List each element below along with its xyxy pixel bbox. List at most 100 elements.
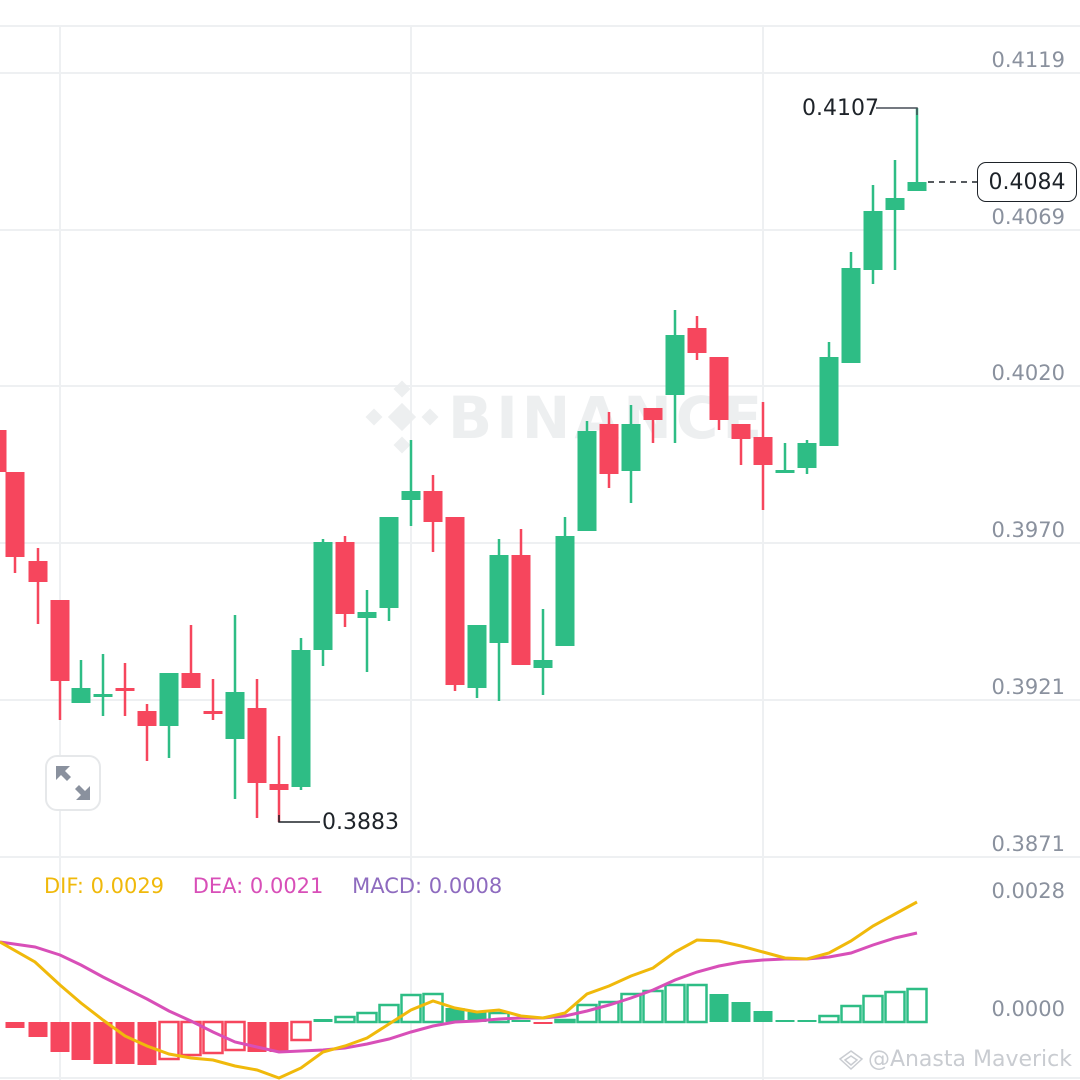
candle: [753, 402, 773, 510]
candle: [28, 548, 48, 624]
macd-bar: [884, 990, 906, 1024]
macd-bar: [467, 1012, 487, 1022]
candle: [621, 405, 641, 503]
author-watermark: @Anasta Maverick: [838, 1047, 1072, 1072]
macd-bar: [775, 1020, 795, 1022]
macd-bar: [753, 1011, 773, 1022]
macd-bar: [93, 1022, 113, 1064]
macd-tick: 0.0000: [992, 997, 1065, 1021]
candle: [577, 421, 597, 531]
macd-bar: [731, 1002, 751, 1022]
macd-bar: [906, 987, 928, 1024]
candle: [709, 357, 729, 430]
binance-logo-icon: [838, 1049, 864, 1070]
macd-bar: [862, 994, 884, 1024]
current-price-tag[interactable]: 0.4084: [977, 162, 1077, 202]
candle: [137, 704, 157, 761]
candle: [0, 430, 7, 472]
macd-bar: [533, 1022, 553, 1024]
macd-bar: [422, 992, 444, 1024]
macd-bar: [50, 1022, 70, 1052]
macd-tick: 0.0028: [992, 879, 1065, 903]
candle: [159, 673, 179, 758]
candle: [885, 160, 905, 270]
candle: [291, 638, 311, 790]
macd-bar: [5, 1022, 25, 1028]
candle: [907, 108, 927, 191]
high-price-label: 0.4107: [802, 96, 879, 121]
price-tick: 0.4119: [992, 48, 1065, 72]
macd-bar: [158, 1020, 180, 1061]
candle: [731, 424, 751, 465]
candle: [357, 590, 377, 672]
price-tick: 0.4069: [992, 205, 1065, 229]
low-price-label: 0.3883: [322, 810, 399, 835]
macd-bar: [202, 1020, 224, 1055]
macd-bar: [664, 983, 686, 1024]
expand-arrows-icon: [56, 766, 90, 800]
candle: [379, 517, 399, 621]
candle: [841, 252, 861, 363]
price-tick: 0.3921: [992, 675, 1065, 699]
macd-bar: [71, 1022, 91, 1060]
candle: [643, 408, 663, 443]
macd-bar: [818, 1014, 840, 1024]
low-marker: [278, 815, 320, 823]
candle: [599, 412, 619, 488]
macd-bar: [686, 983, 708, 1024]
candle: [203, 679, 223, 720]
macd-bar: [290, 1020, 312, 1042]
macd-axis: 0.0028 0.0000: [992, 879, 1065, 1021]
author-handle: @Anasta Maverick: [867, 1047, 1072, 1072]
macd-bar: [115, 1022, 135, 1064]
binance-watermark: BINANCE: [365, 380, 762, 454]
dif-value: DIF: 0.0029: [44, 874, 165, 898]
candle: [335, 536, 355, 627]
macd-legend: DIF: 0.0029 DEA: 0.0021 MACD: 0.0008: [44, 874, 524, 898]
candle: [467, 625, 487, 698]
candle: [555, 517, 575, 646]
candle: [775, 443, 795, 473]
macd-bar: [797, 1020, 817, 1022]
current-price-value: 0.4084: [988, 169, 1066, 195]
candle: [225, 615, 245, 799]
candle: [247, 679, 267, 818]
candles: [0, 108, 927, 822]
high-marker: [876, 107, 918, 115]
dea-value: DEA: 0.0021: [192, 874, 324, 898]
candle: [423, 475, 443, 552]
macd-bar: [709, 994, 729, 1022]
macd-bar: [554, 1018, 576, 1024]
macd-bar: [445, 1008, 465, 1022]
candle: [489, 539, 509, 701]
macd-bar: [137, 1022, 157, 1065]
candle: [511, 529, 531, 665]
macd-bar: [642, 989, 664, 1024]
candle: [115, 663, 135, 716]
candle: [665, 310, 685, 443]
expand-chart-button[interactable]: [45, 755, 101, 811]
candle: [797, 440, 817, 474]
candle: [93, 654, 113, 716]
macd-bar: [313, 1019, 333, 1022]
candle: [533, 609, 553, 695]
candle: [313, 539, 333, 666]
macd-bar: [378, 1003, 400, 1024]
candle: [269, 736, 289, 822]
dif-line: [0, 900, 918, 1080]
price-tick: 0.3871: [992, 832, 1065, 856]
candle: [5, 472, 25, 573]
candle: [687, 316, 707, 360]
macd-value: MACD: 0.0008: [352, 874, 503, 898]
macd-bar: [334, 1015, 356, 1024]
candle: [50, 600, 70, 720]
macd-bar: [269, 1022, 289, 1052]
price-tick: 0.3970: [992, 518, 1065, 542]
candle: [181, 625, 201, 688]
macd-bar: [511, 1020, 531, 1022]
macd-bar: [356, 1011, 378, 1024]
candle: [863, 185, 883, 284]
macd-bar: [180, 1020, 202, 1057]
candle: [819, 342, 839, 446]
